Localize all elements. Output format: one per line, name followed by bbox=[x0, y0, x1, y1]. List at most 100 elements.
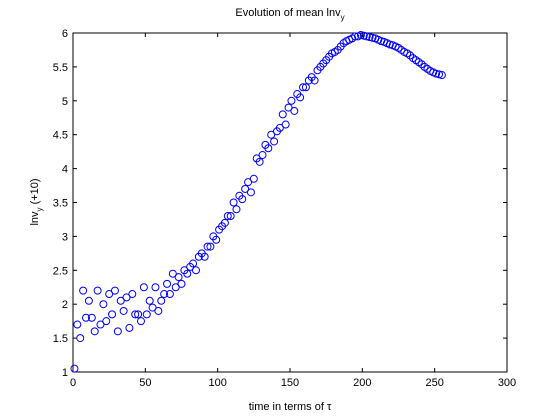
data-point bbox=[223, 212, 232, 221]
data-point bbox=[113, 327, 122, 336]
data-point bbox=[171, 283, 180, 292]
data-point bbox=[281, 120, 290, 129]
data-point bbox=[362, 32, 371, 41]
data-point bbox=[105, 290, 114, 299]
data-point bbox=[79, 286, 88, 295]
x-tick-label: 150 bbox=[281, 377, 299, 389]
data-point bbox=[102, 317, 111, 326]
title-main: Evolution of mean lnv bbox=[235, 7, 341, 19]
data-point bbox=[122, 293, 131, 302]
data-point bbox=[108, 310, 117, 319]
data-point bbox=[125, 323, 134, 332]
data-point bbox=[154, 306, 163, 315]
data-point bbox=[299, 83, 308, 92]
y-tick-label: 3.5 bbox=[53, 198, 68, 210]
ylabel-subscript: y bbox=[35, 207, 44, 211]
data-point bbox=[177, 279, 186, 288]
data-point bbox=[119, 306, 128, 315]
data-point bbox=[99, 300, 108, 309]
data-point bbox=[189, 259, 198, 268]
data-point bbox=[145, 296, 154, 305]
data-point bbox=[287, 96, 296, 105]
data-point bbox=[359, 31, 368, 40]
data-point bbox=[356, 31, 365, 40]
data-point bbox=[220, 218, 229, 227]
y-tick-label: 4 bbox=[62, 164, 68, 176]
data-point bbox=[417, 60, 426, 69]
data-point bbox=[203, 242, 212, 251]
data-point bbox=[255, 157, 264, 166]
data-point bbox=[264, 144, 273, 153]
y-tick-label: 5 bbox=[62, 96, 68, 108]
data-point bbox=[84, 296, 93, 305]
y-axis-label: lnvy (+10) bbox=[29, 178, 44, 225]
data-point bbox=[76, 334, 85, 343]
data-point bbox=[134, 310, 143, 319]
y-tick-label: 1 bbox=[62, 367, 68, 379]
data-point bbox=[241, 184, 250, 193]
data-point bbox=[432, 69, 441, 78]
data-point bbox=[284, 103, 293, 112]
data-point bbox=[151, 283, 160, 292]
data-point bbox=[212, 235, 221, 244]
data-point bbox=[87, 313, 96, 322]
data-point bbox=[93, 286, 102, 295]
y-tick-label: 3 bbox=[62, 231, 68, 243]
data-point bbox=[351, 32, 360, 41]
x-tick-label: 300 bbox=[498, 377, 516, 389]
data-point bbox=[246, 188, 255, 197]
data-point bbox=[368, 33, 377, 42]
data-point bbox=[160, 290, 169, 299]
data-point bbox=[70, 364, 79, 373]
x-tick-label: 0 bbox=[70, 377, 76, 389]
data-point bbox=[267, 130, 276, 139]
data-point bbox=[270, 137, 279, 146]
data-point bbox=[385, 40, 394, 49]
data-point bbox=[377, 37, 386, 46]
ylabel-suffix: (+10) bbox=[29, 178, 41, 207]
data-point bbox=[139, 283, 148, 292]
data-point bbox=[278, 110, 287, 119]
ylabel-main: lnv bbox=[29, 211, 41, 226]
y-tick-label: 1.5 bbox=[53, 333, 68, 345]
data-point bbox=[244, 178, 253, 187]
data-point bbox=[148, 303, 157, 312]
data-point bbox=[142, 310, 151, 319]
data-point bbox=[437, 71, 446, 80]
data-point bbox=[200, 252, 209, 261]
data-point bbox=[136, 317, 145, 326]
data-point bbox=[168, 269, 177, 278]
data-point bbox=[73, 320, 82, 329]
y-tick-label: 4.5 bbox=[53, 130, 68, 142]
y-tick-label: 5.5 bbox=[53, 62, 68, 74]
data-point bbox=[229, 198, 238, 207]
x-tick-label: 100 bbox=[208, 377, 226, 389]
data-point bbox=[131, 310, 140, 319]
data-point bbox=[232, 205, 241, 214]
x-tick-label: 50 bbox=[139, 377, 151, 389]
y-tick-label: 6 bbox=[62, 28, 68, 40]
y-tick-label: 2.5 bbox=[53, 265, 68, 277]
data-point bbox=[290, 106, 299, 115]
data-point bbox=[116, 296, 125, 305]
data-point bbox=[238, 195, 247, 204]
data-point bbox=[183, 269, 192, 278]
data-point bbox=[258, 151, 267, 160]
data-point bbox=[82, 313, 91, 322]
data-point bbox=[365, 33, 374, 42]
data-point bbox=[406, 51, 415, 60]
chart-title: Evolution of mean lnvy bbox=[235, 7, 344, 22]
data-point bbox=[163, 279, 172, 288]
data-point bbox=[249, 174, 258, 183]
data-point bbox=[174, 273, 183, 282]
x-tick-label: 200 bbox=[353, 377, 371, 389]
data-point bbox=[435, 70, 444, 79]
data-point bbox=[128, 290, 137, 299]
data-point bbox=[296, 93, 305, 102]
data-point bbox=[191, 266, 200, 275]
data-point bbox=[206, 242, 215, 251]
data-point bbox=[96, 320, 105, 329]
data-point bbox=[165, 290, 174, 299]
